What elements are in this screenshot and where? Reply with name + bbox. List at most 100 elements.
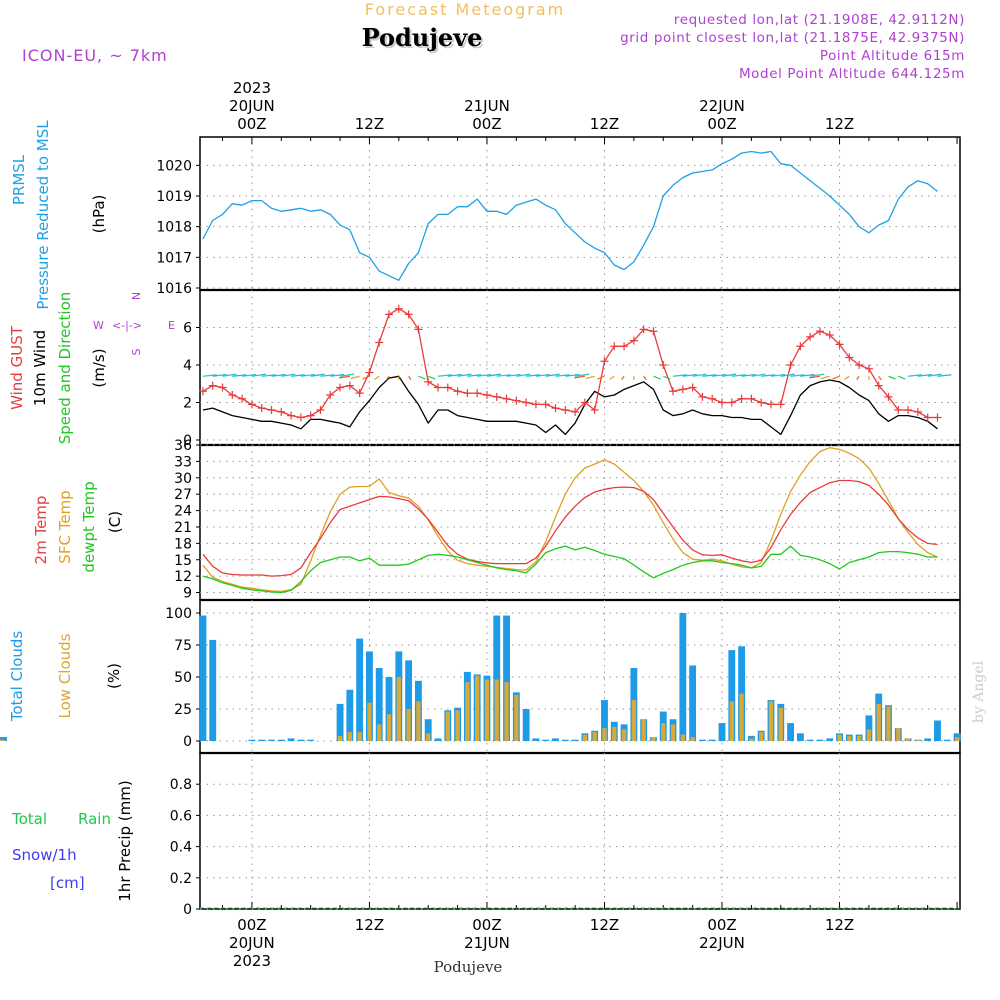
bottom-time-label: 12Z	[355, 916, 384, 934]
wind-direction-arrow	[643, 375, 647, 381]
gust-marker	[610, 342, 619, 351]
gust-marker	[492, 392, 501, 401]
bottom-time-label: 00Z	[472, 916, 501, 934]
top-time-label: 00Z	[237, 115, 266, 133]
wind-direction-arrow	[780, 373, 795, 377]
wind-direction-arrow	[408, 375, 412, 381]
low-cloud-bar	[896, 728, 901, 741]
temp-sfc-label: SFC Temp	[56, 490, 74, 563]
low-cloud-bar	[386, 714, 392, 741]
snow-unit-label: [cm]	[50, 874, 85, 892]
wind-direction-arrow	[832, 375, 840, 380]
wind-direction-arrow	[653, 375, 661, 380]
low-cloud-bar	[876, 703, 881, 741]
wind-direction-arrow	[457, 373, 472, 377]
low-cloud-bar	[621, 729, 627, 741]
low-cloud-bar	[602, 728, 607, 741]
point-altitude: Point Altitude 615m	[820, 48, 965, 64]
y-tick-label: 36	[174, 438, 192, 454]
wind-direction-arrow	[741, 373, 756, 377]
y-tick-label: 50	[174, 670, 192, 686]
wind-direction-arrow	[908, 374, 923, 377]
gust-marker	[365, 368, 374, 377]
wind-direction-arrow	[809, 375, 821, 379]
wind-direction-arrow	[663, 375, 671, 380]
total-cloud-bar	[268, 739, 275, 741]
gust-marker	[786, 361, 795, 369]
gust-marker	[913, 407, 922, 416]
bottom-time-label: 22JUN	[699, 934, 745, 952]
gust-marker	[904, 406, 913, 414]
low-cloud-bar	[514, 694, 519, 741]
precip-unit-label: 1hr Precip (mm)	[116, 780, 134, 901]
wind-direction-arrow	[820, 375, 830, 380]
total-cloud-bar	[346, 689, 354, 741]
bottom-time-label: 00Z	[237, 916, 266, 934]
gust-marker	[267, 406, 276, 414]
total-cloud-bar	[943, 739, 951, 741]
wind-direction-arrow	[447, 373, 462, 377]
wind-direction-arrow	[878, 375, 882, 381]
y-tick-label: 0	[183, 902, 192, 918]
total-cloud-bar	[503, 615, 510, 741]
low-cloud-bar	[739, 693, 744, 741]
pressure-panel-labels: PRMSL Pressure Reduced to MSL (hPa)	[10, 120, 108, 310]
total-cloud-bar	[0, 737, 7, 741]
total-cloud-bar	[424, 719, 432, 741]
top-time-label: 21JUN	[464, 97, 510, 115]
low-cloud-bar	[768, 701, 774, 741]
temp-dewpt-label: dewpt Temp	[80, 481, 98, 572]
low-cloud-bar	[416, 701, 421, 741]
total-cloud-bar	[297, 739, 305, 741]
low-cloud-bar	[866, 729, 872, 741]
wind-direction-arrow	[800, 373, 815, 377]
wind-direction-arrow	[437, 374, 453, 377]
wind-speed-dir-label: Speed and Direction	[56, 292, 74, 445]
y-tick-label: 0	[183, 433, 192, 449]
gust-marker	[698, 392, 707, 401]
wind-direction-arrow	[362, 375, 370, 380]
wind-direction-arrow	[731, 374, 746, 377]
wind-direction-arrow	[350, 375, 360, 380]
gust-marker	[600, 357, 609, 366]
wind-direction-arrow	[692, 373, 707, 377]
gust-marker	[277, 407, 286, 416]
location-title: Podujeve	[362, 23, 483, 52]
wind-direction-arrow	[496, 374, 511, 377]
gust-marker	[385, 310, 394, 319]
gust-marker	[512, 396, 521, 405]
top-time-label: 20JUN	[229, 97, 275, 115]
y-tick-label: 0.2	[170, 871, 192, 887]
total-cloud-bar	[258, 739, 266, 741]
top-time-label: 00Z	[472, 115, 501, 133]
y-tick-label: 1019	[156, 189, 192, 205]
top-time-label: 12Z	[825, 115, 854, 133]
gust-marker	[453, 387, 462, 396]
wind-direction-arrow	[374, 375, 380, 381]
y-tick-label: 9	[183, 586, 192, 602]
low-cloud-bar	[475, 675, 480, 741]
low-cloud-bar	[426, 733, 431, 741]
gust-marker	[727, 398, 736, 407]
y-tick-label: 21	[174, 520, 192, 536]
wind-direction-arrow	[682, 373, 697, 377]
wind-gust-label: Wind GUST	[8, 325, 26, 410]
chart-title: Forecast Meteogram	[365, 0, 565, 19]
gust-marker	[757, 398, 766, 407]
credit-watermark: by Angel	[971, 660, 987, 723]
total-cloud-bar	[728, 650, 736, 741]
wind-direction-arrow	[330, 373, 345, 377]
top-time-label: 22JUN	[699, 97, 745, 115]
wind-direction-arrow	[427, 375, 436, 380]
gust-marker	[835, 340, 844, 349]
bottom-time-label: 21JUN	[464, 934, 510, 952]
total-cloud-bar	[796, 733, 804, 741]
top-time-label: 2023	[233, 79, 271, 97]
gust-marker	[247, 400, 256, 409]
wind-direction-arrow	[320, 374, 335, 377]
wind-direction-arrow	[202, 374, 217, 377]
wind-direction-arrow	[702, 374, 717, 377]
y-tick-label: 0.8	[170, 777, 192, 793]
precip-total-label: Total	[11, 810, 47, 828]
low-cloud-bar	[504, 682, 509, 741]
